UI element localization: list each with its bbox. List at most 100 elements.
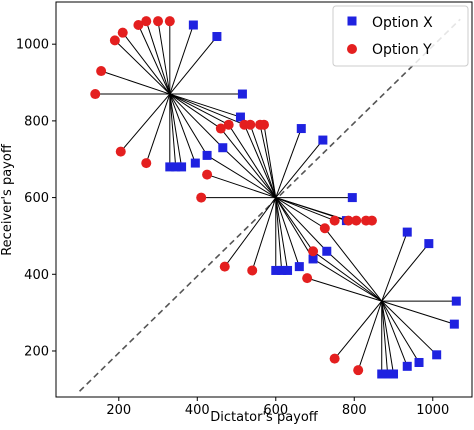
y-tick-label: 400 [24, 268, 49, 283]
marker-option-y [215, 123, 226, 134]
spoke-line [259, 124, 277, 198]
spoke-line [263, 124, 277, 198]
spoke-line [220, 128, 277, 198]
marker-option-y [164, 16, 175, 27]
marker-option-y [259, 119, 269, 130]
marker-option-x [414, 357, 424, 367]
spoke-line [243, 124, 277, 198]
marker-option-x [283, 265, 293, 275]
spoke-line [381, 300, 420, 363]
marker-option-x [294, 262, 304, 272]
spoke-line [114, 39, 171, 95]
spoke-line [357, 300, 383, 371]
spoke-line [275, 197, 328, 252]
marker-option-y [351, 215, 362, 226]
plot-frame [55, 1, 473, 398]
x-axis-label: Dictator's payoff [210, 410, 319, 425]
spoke-line [157, 21, 171, 95]
marker-option-x [347, 193, 357, 203]
marker-option-y [202, 169, 213, 180]
marker-option-x [277, 265, 287, 275]
spoke-line [122, 32, 171, 95]
spoke-line [222, 147, 277, 198]
legend-label-option-y: Option Y [372, 42, 432, 58]
spoke-line [381, 243, 430, 302]
spoke-line [275, 197, 314, 260]
spoke-line [169, 93, 196, 164]
spoke-line [169, 93, 229, 126]
spoke-line [326, 250, 383, 302]
spoke-line [275, 197, 326, 229]
marker-option-y [96, 66, 107, 77]
spoke-line [206, 174, 276, 199]
spoke-line [275, 197, 300, 267]
spoke-line [100, 70, 170, 95]
marker-option-x [177, 162, 187, 172]
spoke-line [381, 301, 395, 375]
marker-option-x [188, 20, 198, 30]
marker-option-x [402, 361, 412, 371]
spoke-line [169, 93, 208, 156]
marker-option-y [90, 89, 101, 100]
marker-option-x [402, 227, 412, 237]
spoke-line [275, 197, 283, 271]
marker-option-y [133, 20, 144, 31]
spoke-line [275, 128, 302, 198]
legend-frame [332, 5, 469, 67]
marker-option-x [377, 369, 387, 379]
y-axis-label: Receiver's payoff [0, 143, 15, 256]
marker-option-x [202, 150, 212, 160]
marker-option-x [318, 135, 328, 145]
x-tick-label: 400 [185, 403, 210, 418]
spoke-line [169, 93, 245, 126]
marker-option-y [302, 273, 313, 284]
legend-marker-option-y [347, 44, 357, 54]
marker-option-y [245, 119, 256, 130]
marker-option-y [117, 27, 128, 38]
marker-option-x [237, 89, 247, 99]
spoke-line [169, 36, 218, 95]
y-tick-label: 800 [24, 114, 49, 129]
spoke-line [169, 24, 194, 95]
marker-option-x [296, 124, 306, 134]
spoke-line [249, 124, 277, 198]
y-tick-label: 600 [24, 191, 49, 206]
marker-option-x [271, 265, 281, 275]
marker-option-y [247, 265, 258, 276]
marker-option-y [366, 215, 377, 226]
spoke-line [312, 258, 382, 302]
marker-option-x [432, 350, 442, 360]
plot-content [78, 16, 461, 392]
x-tick-label: 1000 [416, 403, 449, 418]
x-tick-label: 600 [263, 403, 288, 418]
spoke-line [145, 93, 171, 164]
spoke-line [120, 93, 171, 152]
marker-option-y [109, 35, 120, 46]
spoke-line [275, 197, 289, 271]
marker-option-x [322, 246, 332, 256]
marker-option-x [212, 32, 222, 42]
legend: Option X Option Y [332, 5, 469, 67]
marker-option-y [219, 261, 230, 272]
legend-marker-option-x [347, 16, 357, 26]
marker-option-y [308, 246, 319, 257]
spoke-line [381, 300, 408, 367]
x-tick-label: 200 [106, 403, 131, 418]
spoke-line [381, 300, 455, 325]
spoke-line [275, 197, 314, 252]
marker-option-y [141, 158, 152, 169]
spoke-line [224, 197, 277, 267]
spoke-line [307, 277, 382, 302]
marker-option-x [389, 369, 399, 379]
spoke-line [381, 300, 438, 356]
marker-option-y [319, 223, 330, 234]
axis-ticks: 200 400 600 800 1000 200 400 600 800 1000 [16, 38, 449, 418]
marker-option-y [115, 146, 126, 157]
marker-option-x [424, 239, 434, 249]
marker-option-x [235, 112, 245, 122]
spoke-line [251, 197, 277, 271]
marker-option-y [353, 365, 364, 376]
spoke-line [169, 93, 183, 167]
spoke-line [137, 24, 171, 95]
marker-option-x [165, 162, 175, 172]
